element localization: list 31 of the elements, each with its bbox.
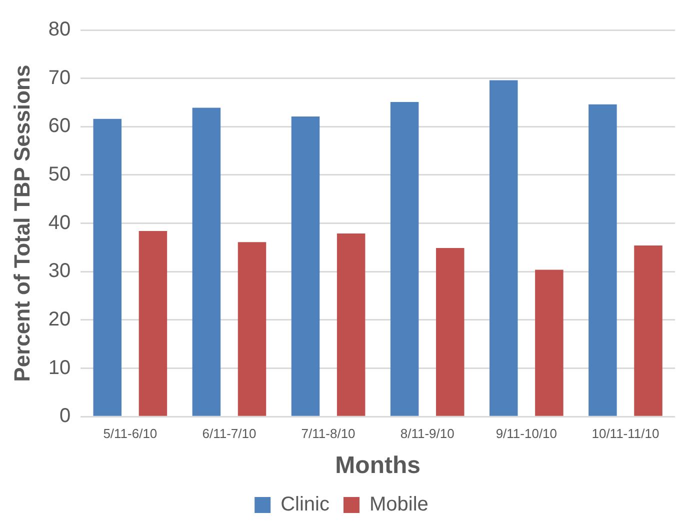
y-tick-label: 40: [48, 212, 71, 234]
x-tick-label: 6/11-7/10: [202, 426, 256, 441]
y-tick-label: 60: [48, 115, 71, 138]
y-tick-label: 30: [48, 260, 71, 282]
bar: [535, 270, 564, 416]
x-tick-label: 7/11-8/10: [301, 426, 356, 441]
x-axis-title: Months: [335, 452, 420, 480]
y-tick-label: 70: [48, 66, 71, 89]
legend-label: Mobile: [369, 494, 428, 516]
y-tick-label: 20: [48, 308, 71, 330]
bar: [138, 231, 168, 416]
bar: [490, 80, 518, 416]
bar: [336, 233, 366, 416]
bar: [238, 242, 266, 416]
y-tick-label: 0: [60, 405, 71, 428]
bar: [291, 116, 320, 416]
bar: [93, 118, 122, 416]
y-tick-label: 80: [48, 18, 71, 41]
y-tick-label: 50: [48, 163, 71, 186]
x-tick-label: 10/11-11/10: [592, 426, 660, 441]
bar: [436, 248, 464, 416]
x-tick-label: 9/11-10/10: [496, 426, 558, 441]
bar: [390, 102, 419, 416]
bar: [192, 108, 221, 416]
x-tick-label: 5/11-6/10: [103, 426, 158, 441]
x-tick-label: 8/11-9/10: [400, 426, 454, 441]
legend-label: Clinic: [280, 494, 330, 516]
y-tick-label: 10: [48, 356, 71, 379]
bar: [588, 104, 617, 416]
bar: [634, 246, 662, 416]
y-axis-title: Percent of Total TBP Sessions: [9, 64, 34, 382]
